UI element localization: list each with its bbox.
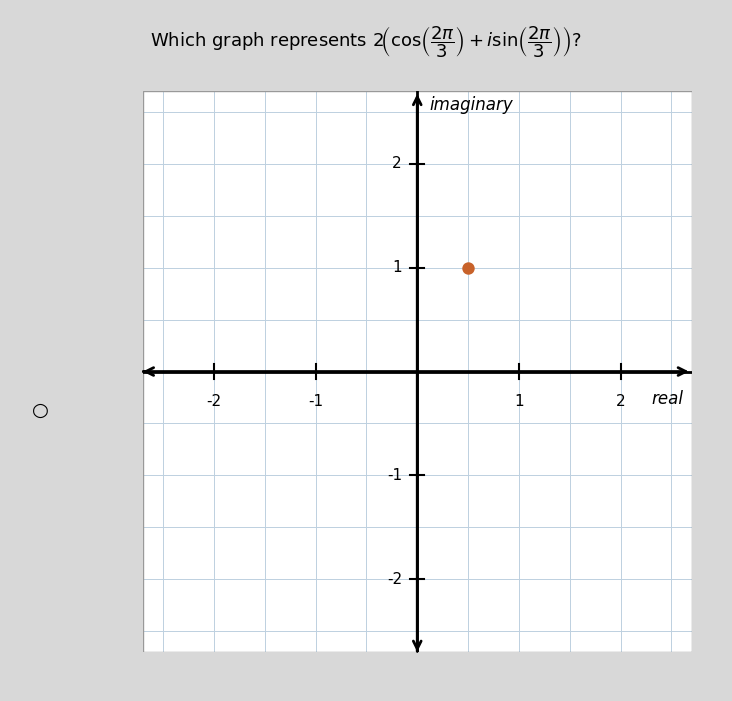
Text: -2: -2: [387, 572, 402, 587]
Text: 1: 1: [392, 260, 402, 275]
Text: 2: 2: [392, 156, 402, 171]
Text: real: real: [651, 390, 684, 408]
Text: Which graph represents $2\!\left(\cos\!\left(\dfrac{2\pi}{3}\right)+i\sin\!\left: Which graph represents $2\!\left(\cos\!\…: [150, 25, 582, 60]
Text: 2: 2: [616, 395, 625, 409]
Point: [462, 262, 474, 273]
Text: 1: 1: [514, 395, 523, 409]
Text: -1: -1: [387, 468, 402, 483]
Text: -2: -2: [206, 395, 222, 409]
Text: -1: -1: [308, 395, 323, 409]
Text: imaginary: imaginary: [430, 96, 513, 114]
Text: ○: ○: [31, 400, 49, 420]
